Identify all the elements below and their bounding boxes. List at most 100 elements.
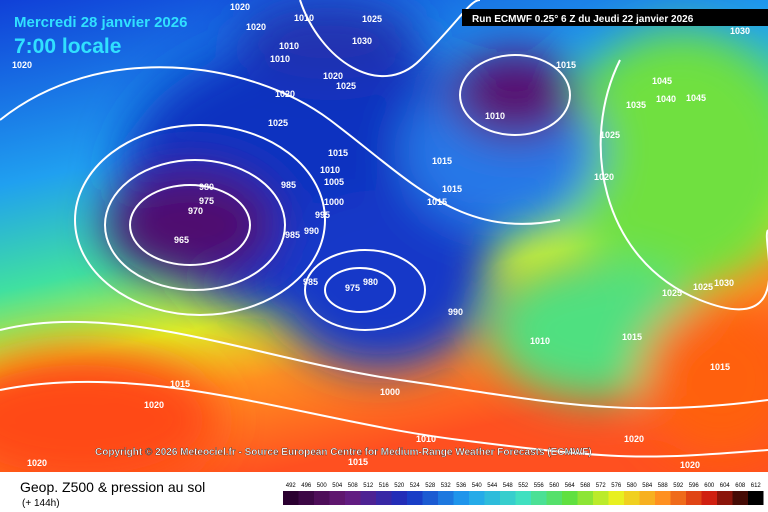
colorbar-swatch [438, 491, 454, 505]
colorbar-tick-label: 588 [658, 483, 669, 489]
isobar-label: 970 [188, 206, 203, 216]
isobar-label: 1020 [27, 458, 47, 468]
isobar-label: 1020 [594, 172, 614, 182]
isobar-label: 1020 [144, 400, 164, 410]
isobar-label: 1010 [270, 54, 290, 64]
colorbar-tick-label: 580 [627, 483, 638, 489]
isobar-label: 1010 [279, 41, 299, 51]
isobar-label: 1020 [275, 89, 295, 99]
colorbar-tick-label: 544 [487, 483, 498, 489]
isobar-label: 990 [448, 307, 463, 317]
colorbar-swatch [686, 491, 702, 505]
isobar-label: 965 [174, 235, 189, 245]
colorbar-swatch [469, 491, 485, 505]
colorbar-tick-label: 596 [689, 483, 700, 489]
colorbar-swatch [484, 491, 500, 505]
isobar-label: 1010 [530, 336, 550, 346]
map-background [0, 0, 768, 490]
colorbar-swatch [391, 491, 407, 505]
colorbar-tick-label: 524 [410, 483, 421, 489]
colorbar-swatch [298, 491, 314, 505]
isobar-label: 1000 [380, 387, 400, 397]
colorbar-tick-label: 556 [534, 483, 545, 489]
isobars [0, 0, 768, 457]
isobar-label: 1020 [246, 22, 266, 32]
colorbar-tick-label: 600 [704, 483, 715, 489]
colorbar-swatch [639, 491, 655, 505]
colorbar-swatch [345, 491, 361, 505]
colorbar-swatch [608, 491, 624, 505]
colorbar-tick-label: 568 [580, 483, 591, 489]
isobar-label: 1020 [624, 434, 644, 444]
isobar-label: 1010 [416, 434, 436, 444]
colorbar-tick-label: 564 [565, 483, 576, 489]
colorbar-swatch [329, 491, 345, 505]
run-box [462, 9, 768, 26]
colorbar-tick-label: 496 [301, 483, 312, 489]
colorbar-swatch [360, 491, 376, 505]
isobar-label: 975 [345, 283, 360, 293]
colorbar-swatch [593, 491, 609, 505]
isobar-label: 1015 [710, 362, 730, 372]
colorbar-swatch [515, 491, 531, 505]
isobar-label: 1025 [693, 282, 713, 292]
colorbar-swatch [500, 491, 516, 505]
isobar-label: 1020 [230, 2, 250, 12]
colorbar-tick-label: 536 [456, 483, 467, 489]
colorbar-tick-label: 592 [673, 483, 684, 489]
isobar-label: 990 [304, 226, 319, 236]
colorbar-swatch [655, 491, 671, 505]
isobar-label: 985 [303, 277, 318, 287]
colorbar-tick-label: 512 [363, 483, 374, 489]
colorbar-swatch [283, 491, 299, 505]
isobar-label: 985 [281, 180, 296, 190]
isobar-label: 1035 [626, 100, 646, 110]
colorbar-tick-label: 560 [549, 483, 560, 489]
colorbar-tick-label: 552 [518, 483, 529, 489]
isobar-label: 1000 [324, 197, 344, 207]
colorbar-swatch [422, 491, 438, 505]
isobar-label: 1015 [556, 60, 576, 70]
colorbar-swatch [531, 491, 547, 505]
forecast-time: 7:00 locale [14, 35, 121, 58]
isobar-label: 1010 [294, 13, 314, 23]
colorbar-tick-label: 516 [379, 483, 390, 489]
colorbar-swatch [624, 491, 640, 505]
footer-title: Geop. Z500 & pression au sol [20, 479, 205, 495]
isobar-label: 1020 [323, 71, 343, 81]
colorbar-tick-label: 608 [735, 483, 746, 489]
colorbar-swatch [376, 491, 392, 505]
isobar-label: 1025 [600, 130, 620, 140]
isobar-label: 1030 [714, 278, 734, 288]
isobar-label: 980 [363, 277, 378, 287]
footer-lead: (+ 144h) [22, 498, 60, 509]
colorbar-swatch [748, 491, 764, 505]
colorbar-swatch [453, 491, 469, 505]
colorbar-tick-label: 492 [286, 483, 297, 489]
colorbar-swatch [314, 491, 330, 505]
isobar-label: 1015 [622, 332, 642, 342]
colorbar-swatch [670, 491, 686, 505]
isobar-label: 980 [199, 182, 214, 192]
isobar-label: 1045 [652, 76, 672, 86]
colorbar-tick-label: 604 [720, 483, 731, 489]
isobar-label: 1040 [656, 94, 676, 104]
isobar-label: 1030 [352, 36, 372, 46]
colorbar-tick-label: 500 [317, 483, 328, 489]
isobar-label: 1025 [662, 288, 682, 298]
isobar-label: 975 [199, 196, 214, 206]
isobar-label: 1025 [268, 118, 288, 128]
run-info: Run ECMWF 0.25° 6 Z du Jeudi 22 janvier … [472, 14, 694, 25]
isobar-label: 1015 [348, 457, 368, 467]
header: Mercredi 28 janvier 2026 7:00 locale Run… [14, 9, 768, 58]
colorbar-tick-label: 532 [441, 483, 452, 489]
isobar-label: 1015 [432, 156, 452, 166]
isobar-label: 1020 [680, 460, 700, 470]
isobar-label: 1010 [485, 111, 505, 121]
isobar-label: 1005 [324, 177, 344, 187]
colorbar-tick-label: 612 [751, 483, 762, 489]
isobar-label: 1015 [427, 197, 447, 207]
colorbar: 492 496 500 504 508 512 516 520 524 528 532 536 540 5… [283, 483, 764, 505]
isobar-label: 985 [285, 230, 300, 240]
